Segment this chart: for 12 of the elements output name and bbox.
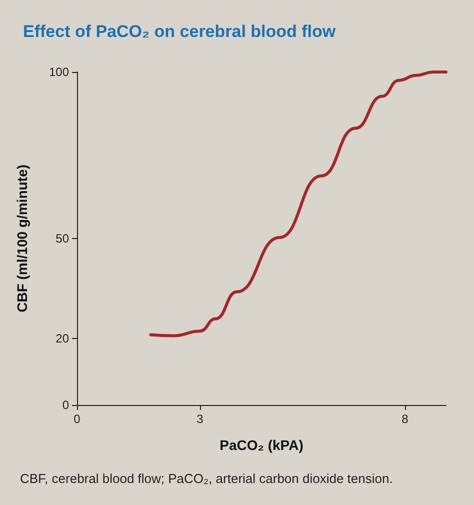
- text: CBF, cerebral blood flow; PaCO₂, arterial carbon dioxide tension.: [20, 471, 393, 486]
- x-axis-title: PaCO₂ (kPA): [220, 437, 304, 453]
- y-tick-label: 20: [56, 331, 70, 346]
- line-series: [149, 70, 448, 338]
- y-tick-label: 100: [48, 65, 70, 79]
- y-tick-label: 50: [56, 232, 70, 246]
- x-tick-label: 8: [402, 412, 409, 426]
- y-tick-label: 0: [62, 398, 70, 412]
- chart-title: Effect of PaCO₂ on cerebral blood flow: [23, 22, 336, 41]
- x-tick-label: 3: [196, 412, 204, 426]
- x-tick-label: 0: [74, 412, 81, 426]
- y-axis-title: CBF (ml/100 g/minute): [14, 164, 30, 312]
